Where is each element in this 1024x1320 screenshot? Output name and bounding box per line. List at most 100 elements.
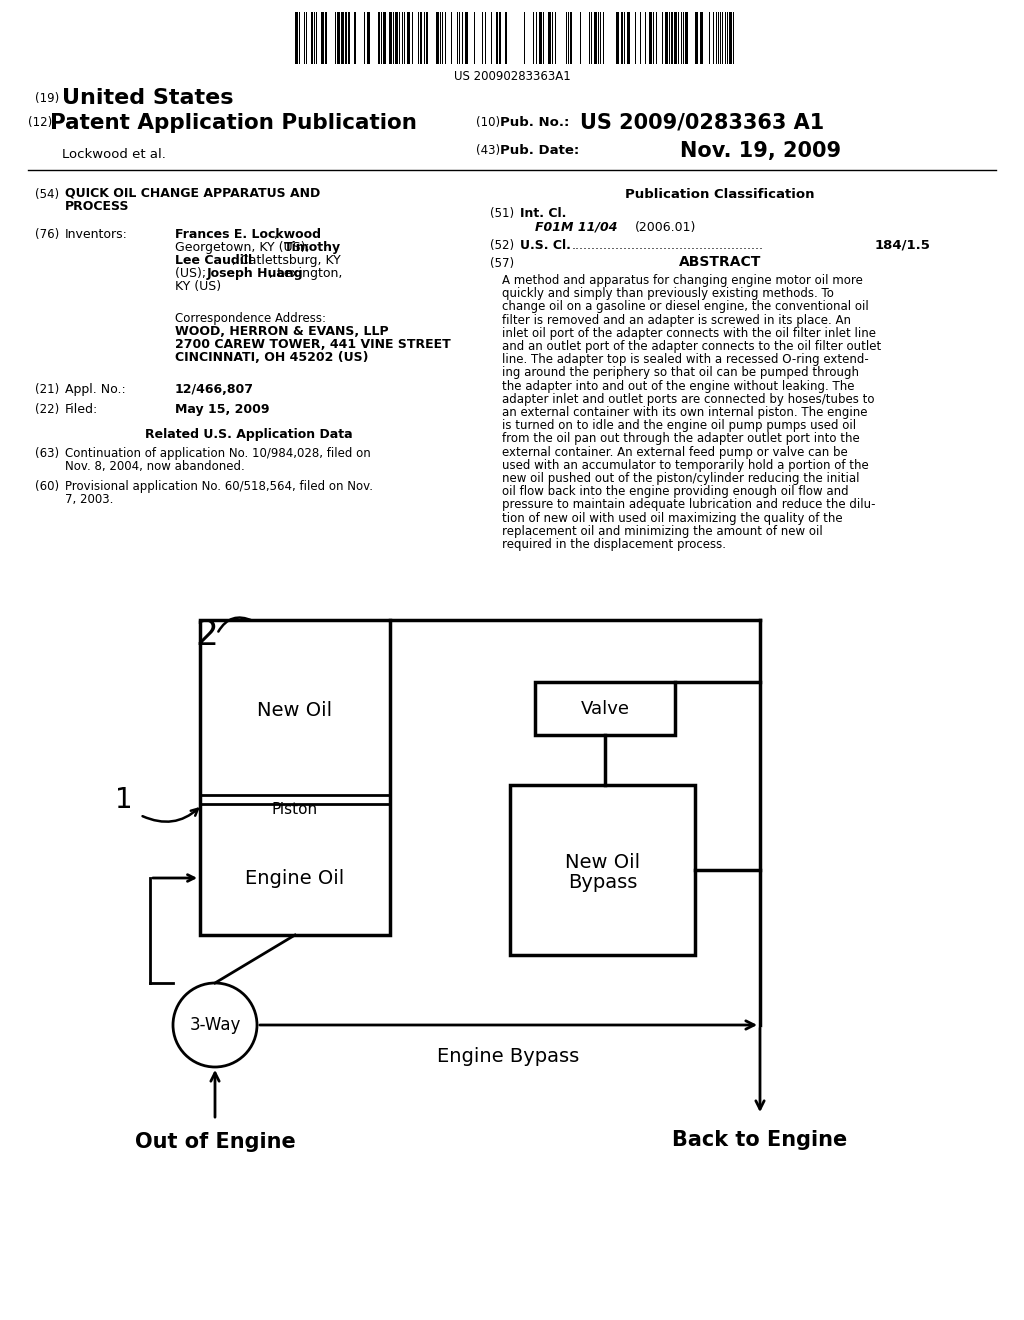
Text: Pub. Date:: Pub. Date: [500,144,580,157]
Text: ,: , [273,228,278,242]
Text: (2006.01): (2006.01) [635,220,696,234]
Text: 184/1.5: 184/1.5 [874,238,930,251]
Bar [700,12,703,63]
Text: line. The adapter top is sealed with a recessed O-ring extend-: line. The adapter top is sealed with a r… [502,354,868,366]
Bar [348,12,350,63]
Text: required in the displacement process.: required in the displacement process. [502,539,726,550]
Text: Georgetown, KY (US);: Georgetown, KY (US); [175,242,313,253]
Text: (54): (54) [35,187,59,201]
Text: Filed:: Filed: [65,403,98,416]
Bar [389,12,392,63]
Text: Correspondence Address:: Correspondence Address: [175,312,326,325]
Bar [311,12,313,63]
Text: (21): (21) [35,383,59,396]
Bar [345,12,347,63]
Bar [695,12,698,63]
Bar [321,12,324,63]
Text: (19): (19) [35,92,59,106]
Text: (43): (43) [476,144,500,157]
Text: Joseph Huang: Joseph Huang [206,267,303,280]
Text: A method and apparatus for changing engine motor oil more: A method and apparatus for changing engi… [502,275,863,286]
Bar [354,12,356,63]
Bar [426,12,428,63]
Text: CINCINNATI, OH 45202 (US): CINCINNATI, OH 45202 (US) [175,351,369,364]
Bar [395,12,398,63]
Bar [535,682,675,735]
Text: (60): (60) [35,480,59,492]
Text: 12/466,807: 12/466,807 [175,383,254,396]
Text: US 20090283363A1: US 20090283363A1 [454,70,570,83]
Text: Piston: Piston [272,803,318,817]
Text: from the oil pan out through the adapter outlet port into the: from the oil pan out through the adapter… [502,433,860,445]
Text: Back to Engine: Back to Engine [673,1130,848,1150]
Text: Appl. No.:: Appl. No.: [65,383,126,396]
Text: 7, 2003.: 7, 2003. [65,492,114,506]
Text: Lockwood et al.: Lockwood et al. [62,148,166,161]
Text: Int. Cl.: Int. Cl. [520,207,566,220]
Bar [621,12,623,63]
Bar [383,12,386,63]
Text: replacement oil and minimizing the amount of new oil: replacement oil and minimizing the amoun… [502,525,822,537]
Text: , Catlettsburg, KY: , Catlettsburg, KY [232,253,341,267]
Bar [674,12,677,63]
Text: quickly and simply than previously existing methods. To: quickly and simply than previously exist… [502,288,834,300]
Text: QUICK OIL CHANGE APPARATUS AND: QUICK OIL CHANGE APPARATUS AND [65,187,321,201]
Bar [685,12,688,63]
Text: and an outlet port of the adapter connects to the oil filter outlet: and an outlet port of the adapter connec… [502,341,882,352]
Text: (51): (51) [490,207,514,220]
Text: an external container with its own internal piston. The engine: an external container with its own inter… [502,407,867,418]
Bar [337,12,340,63]
Bar [407,12,410,63]
Text: WOOD, HERRON & EVANS, LLP: WOOD, HERRON & EVANS, LLP [175,325,389,338]
Text: US 2009/0283363 A1: US 2009/0283363 A1 [580,114,824,133]
Text: Frances E. Lockwood: Frances E. Lockwood [175,228,321,242]
Text: Nov. 19, 2009: Nov. 19, 2009 [680,141,841,161]
Text: (52): (52) [490,239,514,252]
Text: New Oil: New Oil [257,701,333,719]
Text: U.S. Cl.: U.S. Cl. [520,239,570,252]
Text: F01M 11/04: F01M 11/04 [535,220,617,234]
Text: Engine Oil: Engine Oil [246,869,345,887]
Bar [649,12,652,63]
Bar [465,12,468,63]
Text: ABSTRACT: ABSTRACT [679,255,761,269]
Bar [570,12,572,63]
Bar [420,12,422,63]
Text: filter is removed and an adapter is screwed in its place. An: filter is removed and an adapter is scre… [502,314,851,326]
Bar [548,12,551,63]
Bar [671,12,673,63]
Bar [295,12,298,63]
Text: (57): (57) [490,257,514,271]
Text: 1: 1 [115,785,133,814]
Text: ................................................: ........................................… [572,239,764,252]
Bar [616,12,618,63]
Text: Timothy: Timothy [285,242,341,253]
Text: Nov. 8, 2004, now abandoned.: Nov. 8, 2004, now abandoned. [65,459,245,473]
Text: new oil pushed out of the piston/cylinder reducing the initial: new oil pushed out of the piston/cylinde… [502,473,859,484]
Text: Publication Classification: Publication Classification [626,187,815,201]
Text: is turned on to idle and the engine oil pump pumps used oil: is turned on to idle and the engine oil … [502,420,856,432]
Bar [367,12,370,63]
Text: used with an accumulator to temporarily hold a portion of the: used with an accumulator to temporarily … [502,459,868,471]
Bar [665,12,668,63]
Text: tion of new oil with used oil maximizing the quality of the: tion of new oil with used oil maximizing… [502,512,843,524]
Text: change oil on a gasoline or diesel engine, the conventional oil: change oil on a gasoline or diesel engin… [502,301,868,313]
Text: KY (US): KY (US) [175,280,221,293]
Bar [496,12,498,63]
Text: (22): (22) [35,403,59,416]
Bar [627,12,630,63]
Bar [594,12,597,63]
Text: oil flow back into the engine providing enough oil flow and: oil flow back into the engine providing … [502,486,849,498]
Bar [325,12,327,63]
Text: 2: 2 [195,618,218,652]
Text: Engine Bypass: Engine Bypass [437,1047,580,1067]
Bar [499,12,501,63]
Text: May 15, 2009: May 15, 2009 [175,403,269,416]
Text: (76): (76) [35,228,59,242]
Text: inlet oil port of the adapter connects with the oil filter inlet line: inlet oil port of the adapter connects w… [502,327,876,339]
Bar [378,12,380,63]
Bar [729,12,732,63]
Bar [341,12,344,63]
Text: Patent Application Publication: Patent Application Publication [50,114,417,133]
Text: Out of Engine: Out of Engine [134,1133,295,1152]
